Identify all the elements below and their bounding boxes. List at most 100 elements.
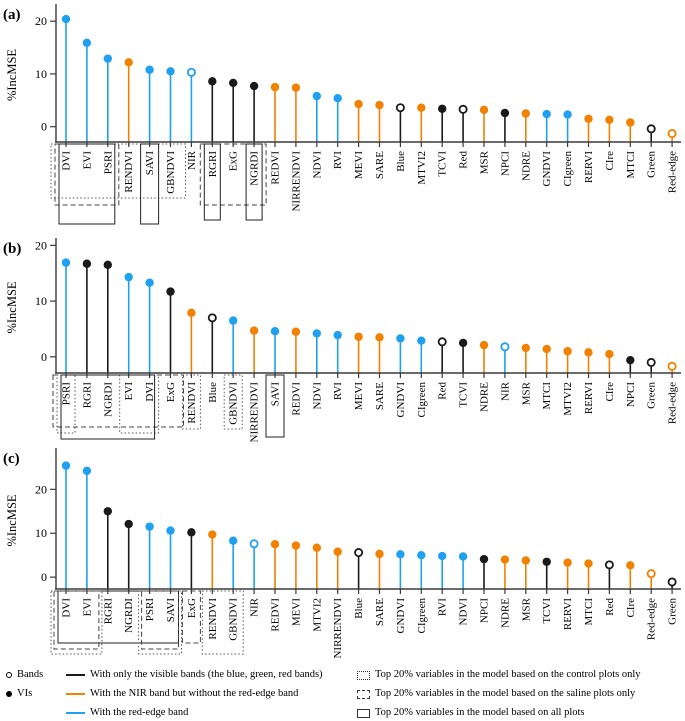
marker-MTCI (584, 559, 593, 568)
top20-solid-box (245, 143, 263, 221)
xtick-label-MTVI2: MTVI2 (416, 151, 428, 185)
xtick-label-ExG: ExG (186, 598, 198, 618)
xtick-label-RVI: RVI (332, 151, 344, 169)
marker-ExG (229, 78, 238, 88)
xtick-label-TCVI: TCVI (458, 382, 470, 408)
panel-c-chart: (c) 0 10 20 %IncMSE DVI EVI RGRI NGRDI PSRI SAVI Ex… (3, 448, 681, 659)
marker-Blue (207, 313, 217, 323)
xtick-label-NGRDI: NGRDI (102, 382, 114, 417)
xtick-label-NIRRENDVI: NIRRENDVI (332, 598, 344, 659)
marker-GBNDVI (229, 536, 238, 545)
xtick-label-RGRI: RGRI (81, 382, 93, 409)
dotted-box-swatch-icon (357, 670, 370, 680)
xtick-label-RENDVI: RENDVI (207, 598, 219, 640)
marker-MTVI2 (312, 543, 321, 552)
marker-DVI (61, 461, 71, 470)
xtick-label-PSRI: PSRI (102, 151, 114, 175)
marker-CIre (605, 349, 614, 359)
legend-label-top20-all: Top 20% variables in the model based on … (375, 707, 585, 718)
top20-solid-box (60, 374, 156, 440)
top20-dotted-box (181, 374, 201, 430)
marker-SARE (375, 100, 384, 110)
marker-MTCI (626, 118, 635, 127)
legend: Bands VIs With only the visible bands (t… (0, 661, 685, 721)
marker-REDVI (291, 327, 301, 336)
xtick-label-CIgreen: CIgreen (562, 151, 574, 187)
panel-b-label: (b) (3, 241, 21, 257)
marker-NGRDI (249, 81, 259, 91)
xtick-label-Green: Green (667, 598, 679, 625)
xtick-label-ExG: ExG (165, 382, 177, 402)
marker-CIre (605, 115, 614, 125)
xtick-label-EVI: EVI (81, 598, 93, 617)
top20-solid-box (203, 143, 221, 221)
xtick-label-MSR: MSR (479, 150, 491, 174)
xtick-label-SARE: SARE (374, 151, 386, 179)
y-tick-label: 0 (41, 570, 47, 584)
xtick-label-EVI: EVI (123, 382, 135, 401)
filled-circle-marker-icon (6, 691, 12, 698)
xtick-label-REDVI: REDVI (270, 151, 282, 185)
xtick-label-TCVI: TCVI (437, 151, 449, 177)
y-tick-label: 20 (35, 482, 47, 496)
marker-NIR (186, 67, 196, 77)
marker-DVI (145, 278, 154, 287)
marker-MTCI (542, 344, 551, 354)
xtick-label-NIR: NIR (499, 381, 511, 401)
blue-line-swatch-icon (66, 712, 85, 715)
marker-MTVI2 (417, 103, 426, 112)
marker-NDRE (479, 340, 489, 350)
marker-NGRDI (124, 519, 133, 529)
xtick-label-SAVI: SAVI (270, 382, 282, 407)
xtick-label-MSR: MSR (520, 381, 532, 405)
top20-solid-box (140, 143, 160, 225)
xtick-label-NPCI: NPCI (499, 151, 511, 176)
xtick-label-Red-edge: Red-edge (667, 382, 679, 424)
xtick-label-GBNDVI: GBNDVI (228, 382, 240, 425)
marker-Green (646, 124, 656, 134)
marker-ExG (187, 528, 196, 537)
xtick-label-Green: Green (646, 382, 658, 409)
open-circle-marker-icon (6, 672, 12, 679)
marker-Red-edge (667, 361, 677, 371)
y-tick-label: 20 (35, 238, 47, 252)
top20-dotted-box (50, 590, 103, 655)
xtick-label-RERVI: RERVI (562, 598, 574, 630)
y-tick-label: 10 (35, 526, 47, 540)
marker-EVI (124, 272, 133, 282)
xtick-label-CIre: CIre (625, 598, 637, 618)
y-tick-label: 0 (41, 120, 47, 134)
xtick-label-RGRI: RGRI (102, 598, 114, 625)
panel-c-label: (c) (3, 451, 20, 467)
xtick-label-Red: Red (437, 382, 449, 400)
top20-solid-box (58, 143, 116, 225)
xtick-label-RVI: RVI (437, 598, 449, 616)
marker-PSRI (61, 258, 71, 267)
marker-NDRE (500, 555, 510, 564)
xtick-label-NDRE: NDRE (520, 151, 532, 181)
xtick-label-RERVI: RERVI (583, 151, 595, 183)
marker-EVI (82, 38, 92, 48)
xtick-label-DVI: DVI (144, 382, 156, 402)
xtick-label-Red: Red (604, 598, 616, 616)
xtick-label-CIgreen: CIgreen (416, 382, 428, 418)
top20-dashed-box (54, 143, 120, 206)
xtick-label-SAVI: SAVI (144, 151, 156, 176)
marker-NIRRENDVI (249, 326, 259, 335)
marker-RVI (438, 551, 447, 561)
legend-label-visible-bands: With only the visible bands (the blue, g… (90, 669, 323, 680)
xtick-label-RENDVI: RENDVI (186, 382, 198, 424)
panel-a-chart: (a) 0 10 20 %IncMSE DVI EVI PSRI RENDVI SAVI GBNDV… (3, 4, 681, 225)
legend-entry-nir-band: With the NIR band but without the red-ed… (66, 688, 298, 700)
marker-GBNDVI (166, 67, 175, 76)
xtick-label-MTCI: MTCI (541, 382, 553, 410)
xtick-label-NGRDI: NGRDI (123, 598, 135, 633)
xtick-label-Red: Red (458, 151, 470, 169)
marker-RENDVI (187, 308, 196, 317)
marker-NDVI (458, 552, 468, 561)
marker-Blue (395, 103, 405, 113)
marker-RERVI (563, 558, 572, 567)
marker-SAVI (166, 526, 175, 535)
top20-solid-box (57, 590, 179, 644)
xtick-label-REDVI: REDVI (290, 382, 302, 416)
